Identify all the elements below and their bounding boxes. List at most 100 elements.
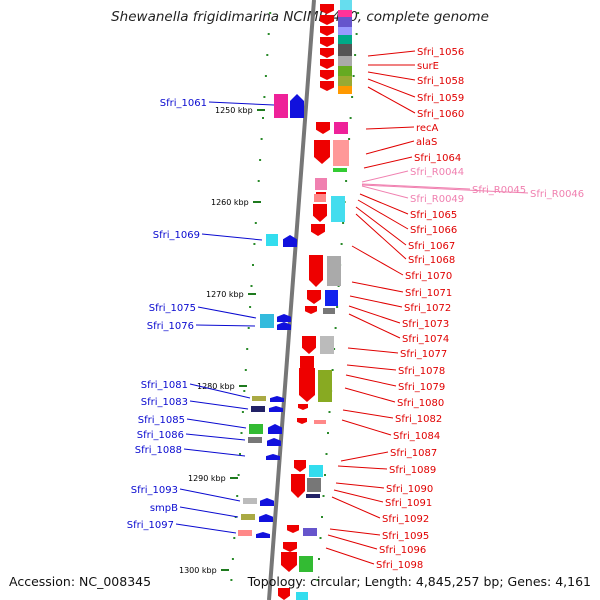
gene-label: Sfri_1078 — [398, 366, 445, 377]
gene-label: Sfri_1083 — [141, 397, 188, 408]
kbp-label: 1260 kbp — [211, 198, 249, 207]
gene-box — [306, 494, 320, 498]
label-leaders — [175, 50, 529, 565]
tick-dot-left — [230, 579, 233, 581]
gene-box — [333, 168, 347, 172]
gene-label: Sfri_1081 — [141, 380, 188, 391]
gene-label: Sfri_1065 — [410, 210, 457, 221]
gene-box — [323, 308, 335, 314]
tick-dot-left — [236, 495, 239, 497]
gene-label: Sfri_1085 — [138, 415, 185, 426]
gene-arrow-plus — [283, 235, 297, 247]
gene-box — [249, 424, 263, 434]
tick-dot-left — [233, 537, 236, 539]
label-leader — [346, 364, 397, 371]
gene-label: Sfri_1076 — [147, 321, 194, 332]
tick-dot-right — [348, 138, 351, 140]
gene-arrow-minus — [309, 255, 323, 287]
gene-arrow-plus — [269, 406, 283, 412]
gene-box — [314, 420, 326, 424]
label-leader — [351, 245, 404, 276]
label-leader — [208, 101, 275, 106]
kbp-label: 1250 kbp — [215, 106, 253, 115]
label-leader — [340, 451, 389, 462]
label-leader — [348, 305, 401, 324]
label-leader — [365, 126, 415, 130]
gene-arrow-minus — [320, 70, 334, 80]
gene-label: Sfri_1060 — [417, 109, 464, 120]
label-leader — [342, 409, 394, 419]
tick-dot-right — [345, 180, 348, 182]
label-leader — [357, 199, 409, 230]
tick-dot-left — [237, 474, 240, 476]
gene-label: Sfri_1082 — [395, 414, 442, 425]
tick-dot-left — [269, 12, 272, 14]
gene-box — [243, 498, 257, 504]
gene-box — [251, 406, 265, 412]
label-leader — [351, 281, 404, 293]
gene-box — [333, 140, 349, 166]
label-leader — [337, 465, 388, 470]
gene-label: Sfri_1093 — [131, 485, 178, 496]
label-leader — [331, 496, 381, 519]
gene-box — [252, 396, 266, 401]
tick-dot-left — [254, 222, 257, 224]
label-leader — [197, 306, 257, 319]
gene-box — [296, 592, 308, 600]
tick-dot-left — [257, 180, 260, 182]
gene-label: Sfri_R0045 — [472, 185, 526, 196]
gene-box — [338, 35, 352, 44]
label-leader — [363, 156, 413, 169]
label-leader — [367, 78, 416, 98]
gene-arrow-minus — [298, 404, 308, 410]
gene-box — [338, 44, 352, 56]
gene-label: Sfri_R0046 — [530, 189, 584, 200]
gene-box — [334, 122, 348, 134]
gene-label: Sfri_1064 — [414, 153, 461, 164]
label-leader — [329, 528, 381, 536]
label-leader — [189, 400, 249, 410]
gene-box — [314, 194, 326, 202]
gene-arrow-plus — [259, 514, 273, 522]
genome-backbone — [267, 0, 316, 600]
tick-dot-left — [239, 453, 241, 455]
gene-box — [315, 178, 327, 190]
gene-arrow-minus — [320, 48, 334, 58]
gene-label: Sfri_1096 — [379, 545, 426, 556]
tick-dot-left — [250, 285, 253, 287]
gene-label: recA — [416, 123, 439, 134]
label-leader — [333, 489, 384, 503]
gene-label: Sfri_1074 — [402, 334, 449, 345]
label-leader — [344, 387, 396, 403]
gene-label: smpB — [150, 503, 178, 514]
tick-dot-right — [328, 411, 331, 413]
gene-label: Sfri_1072 — [404, 303, 451, 314]
gene-box — [260, 314, 274, 328]
gene-label: Sfri_1092 — [382, 514, 429, 525]
tick-dot-right — [321, 516, 323, 518]
label-leader — [179, 488, 241, 502]
kbp-label: 1280 kbp — [197, 382, 235, 391]
label-leader — [365, 140, 415, 155]
gene-label: Sfri_1068 — [408, 255, 455, 266]
gene-arrow-minus — [320, 59, 334, 69]
tick-dot-left — [264, 75, 267, 77]
gene-label: Sfri_1086 — [137, 430, 184, 441]
tick-dot-left — [252, 264, 254, 266]
gene-arrow-minus — [278, 588, 290, 600]
tick-dot-left — [246, 348, 249, 350]
gene-arrow-plus — [277, 322, 291, 330]
tick-dot-right — [336, 306, 339, 308]
gene-box — [238, 530, 252, 536]
gene-arrow-plus — [260, 498, 274, 506]
gene-label: Sfri_1070 — [405, 271, 452, 282]
label-leader — [195, 324, 256, 327]
gene-arrow-plus — [256, 532, 270, 538]
gene-arrow-minus — [302, 336, 316, 354]
gene-features — [238, 0, 352, 600]
gene-box — [338, 86, 352, 94]
tick-dot-right — [342, 222, 345, 224]
tick-dot-right — [357, 12, 360, 14]
gene-box — [340, 0, 352, 10]
